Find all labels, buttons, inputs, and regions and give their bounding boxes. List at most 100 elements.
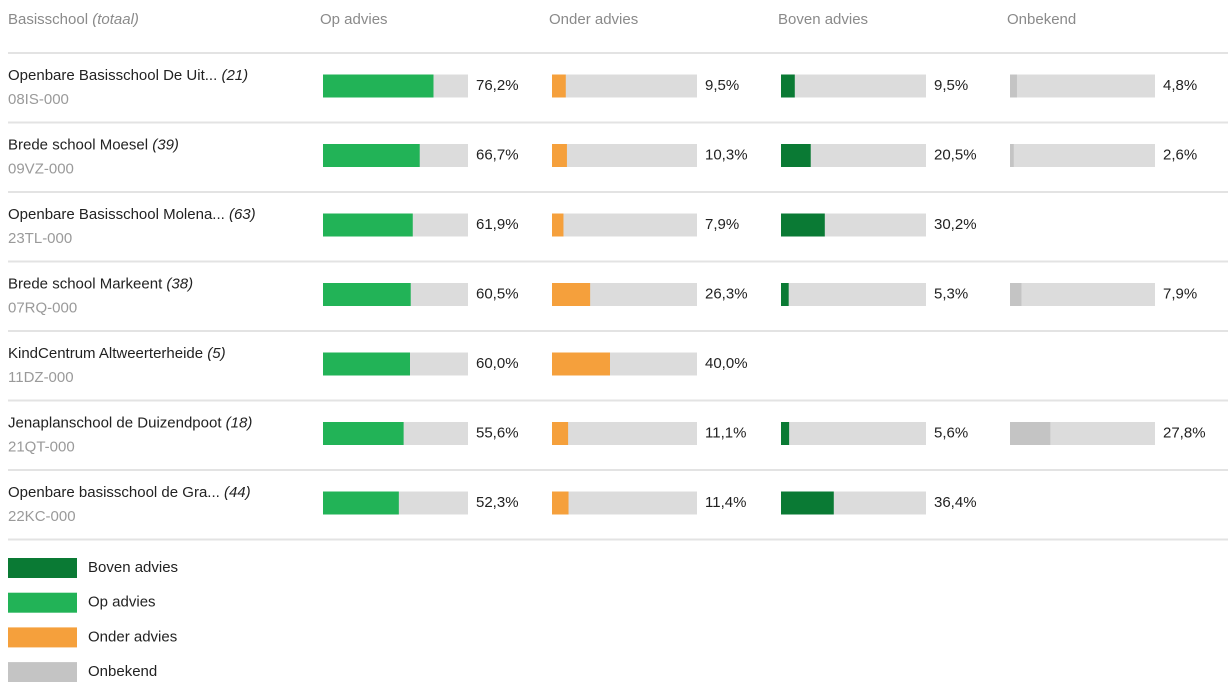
school-name-text: KindCentrum Altweerterheide	[8, 345, 203, 362]
bar-track	[781, 74, 926, 98]
bar-track	[552, 491, 697, 515]
value-label: 52,3%	[476, 494, 519, 511]
school-count: (18)	[226, 414, 253, 431]
bar	[552, 283, 591, 306]
school-count: (63)	[229, 206, 256, 223]
bar	[323, 144, 420, 167]
value-label: 9,5%	[934, 77, 968, 94]
bar-track	[1010, 144, 1155, 167]
school-name-text: Openbare Basisschool Molena...	[8, 206, 225, 223]
school-count: (21)	[221, 67, 248, 84]
bar	[552, 144, 567, 167]
school-code: 23TL-000	[8, 230, 72, 247]
school-name: KindCentrum Altweerterheide (5)	[8, 345, 226, 362]
bar-track	[781, 283, 926, 306]
bar-track	[781, 144, 926, 167]
column-header: Onbekend	[1007, 11, 1076, 28]
value-label: 5,3%	[934, 285, 968, 302]
school-count: (5)	[207, 345, 225, 362]
bar	[781, 422, 790, 445]
value-label: 60,5%	[476, 285, 519, 302]
bar	[781, 213, 825, 237]
school-name: Brede school Moesel (39)	[8, 136, 179, 153]
school-name: Openbare Basisschool Molena... (63)	[8, 206, 256, 223]
school-name-text: Openbare Basisschool De Uit...	[8, 67, 217, 84]
school-code: 07RQ-000	[8, 299, 77, 316]
school-name-text: Brede school Moesel	[8, 136, 148, 153]
bar	[323, 283, 411, 306]
school-name-text: Openbare basisschool de Gra...	[8, 484, 220, 501]
bar	[781, 283, 789, 306]
legend-swatch	[8, 627, 77, 648]
bar-track	[552, 213, 697, 237]
value-label: 2,6%	[1163, 146, 1197, 163]
school-name-text: Jenaplanschool de Duizendpoot	[8, 414, 222, 431]
column-header: Op advies	[320, 11, 388, 28]
school-code: 21QT-000	[8, 438, 75, 455]
bar	[323, 491, 399, 515]
bar	[1010, 422, 1051, 445]
bar-track	[1010, 74, 1155, 98]
school-name: Jenaplanschool de Duizendpoot (18)	[8, 414, 252, 431]
value-label: 10,3%	[705, 146, 748, 163]
bar-track	[552, 422, 697, 445]
value-label: 9,5%	[705, 77, 739, 94]
bar	[323, 422, 404, 445]
school-code: 08IS-000	[8, 91, 69, 108]
value-label: 4,8%	[1163, 77, 1197, 94]
school-code: 22KC-000	[8, 508, 76, 525]
column-header: Onder advies	[549, 11, 638, 28]
value-label: 20,5%	[934, 146, 977, 163]
value-label: 66,7%	[476, 146, 519, 163]
value-label: 55,6%	[476, 424, 519, 441]
value-label: 30,2%	[934, 216, 977, 233]
school-code: 09VZ-000	[8, 160, 74, 177]
bar	[552, 213, 564, 237]
value-label: 5,6%	[934, 424, 968, 441]
column-header: Boven advies	[778, 11, 868, 28]
header-title: Basisschool (totaal)	[8, 11, 139, 28]
value-label: 61,9%	[476, 216, 519, 233]
school-count: (39)	[152, 136, 179, 153]
bar	[323, 213, 413, 237]
header-title-text: Basisschool	[8, 11, 88, 28]
value-label: 26,3%	[705, 285, 748, 302]
bar	[1010, 283, 1022, 306]
value-label: 7,9%	[1163, 285, 1197, 302]
school-name: Openbare basisschool de Gra... (44)	[8, 484, 251, 501]
school-count: (44)	[224, 484, 251, 501]
bar	[1010, 74, 1017, 98]
value-label: 60,0%	[476, 355, 519, 372]
bar	[323, 352, 410, 376]
bar	[552, 74, 566, 98]
bar-track	[781, 422, 926, 445]
value-label: 36,4%	[934, 494, 977, 511]
bar	[1010, 144, 1014, 167]
value-label: 7,9%	[705, 216, 739, 233]
legend-label: Onder advies	[88, 628, 177, 645]
value-label: 11,4%	[705, 494, 746, 511]
school-name: Brede school Markeent (38)	[8, 275, 193, 292]
value-label: 11,1%	[705, 424, 746, 441]
legend-label: Op advies	[88, 594, 156, 611]
bar	[552, 491, 569, 515]
legend-swatch	[8, 558, 77, 578]
bar	[552, 422, 569, 445]
value-label: 27,8%	[1163, 424, 1206, 441]
bar-track	[552, 144, 697, 167]
legend-label: Boven advies	[88, 559, 178, 576]
legend-label: Onbekend	[88, 663, 157, 680]
value-label: 76,2%	[476, 77, 519, 94]
value-label: 40,0%	[705, 355, 748, 372]
school-count: (38)	[166, 275, 193, 292]
header-subtitle: (totaal)	[92, 11, 139, 28]
school-code: 11DZ-000	[8, 369, 74, 386]
school-name-text: Brede school Markeent	[8, 275, 163, 292]
bar-track	[1010, 283, 1155, 306]
legend-swatch	[8, 662, 77, 683]
legend-swatch	[8, 592, 77, 613]
bar	[781, 491, 834, 515]
bar	[323, 74, 434, 98]
bar-track	[552, 74, 697, 98]
